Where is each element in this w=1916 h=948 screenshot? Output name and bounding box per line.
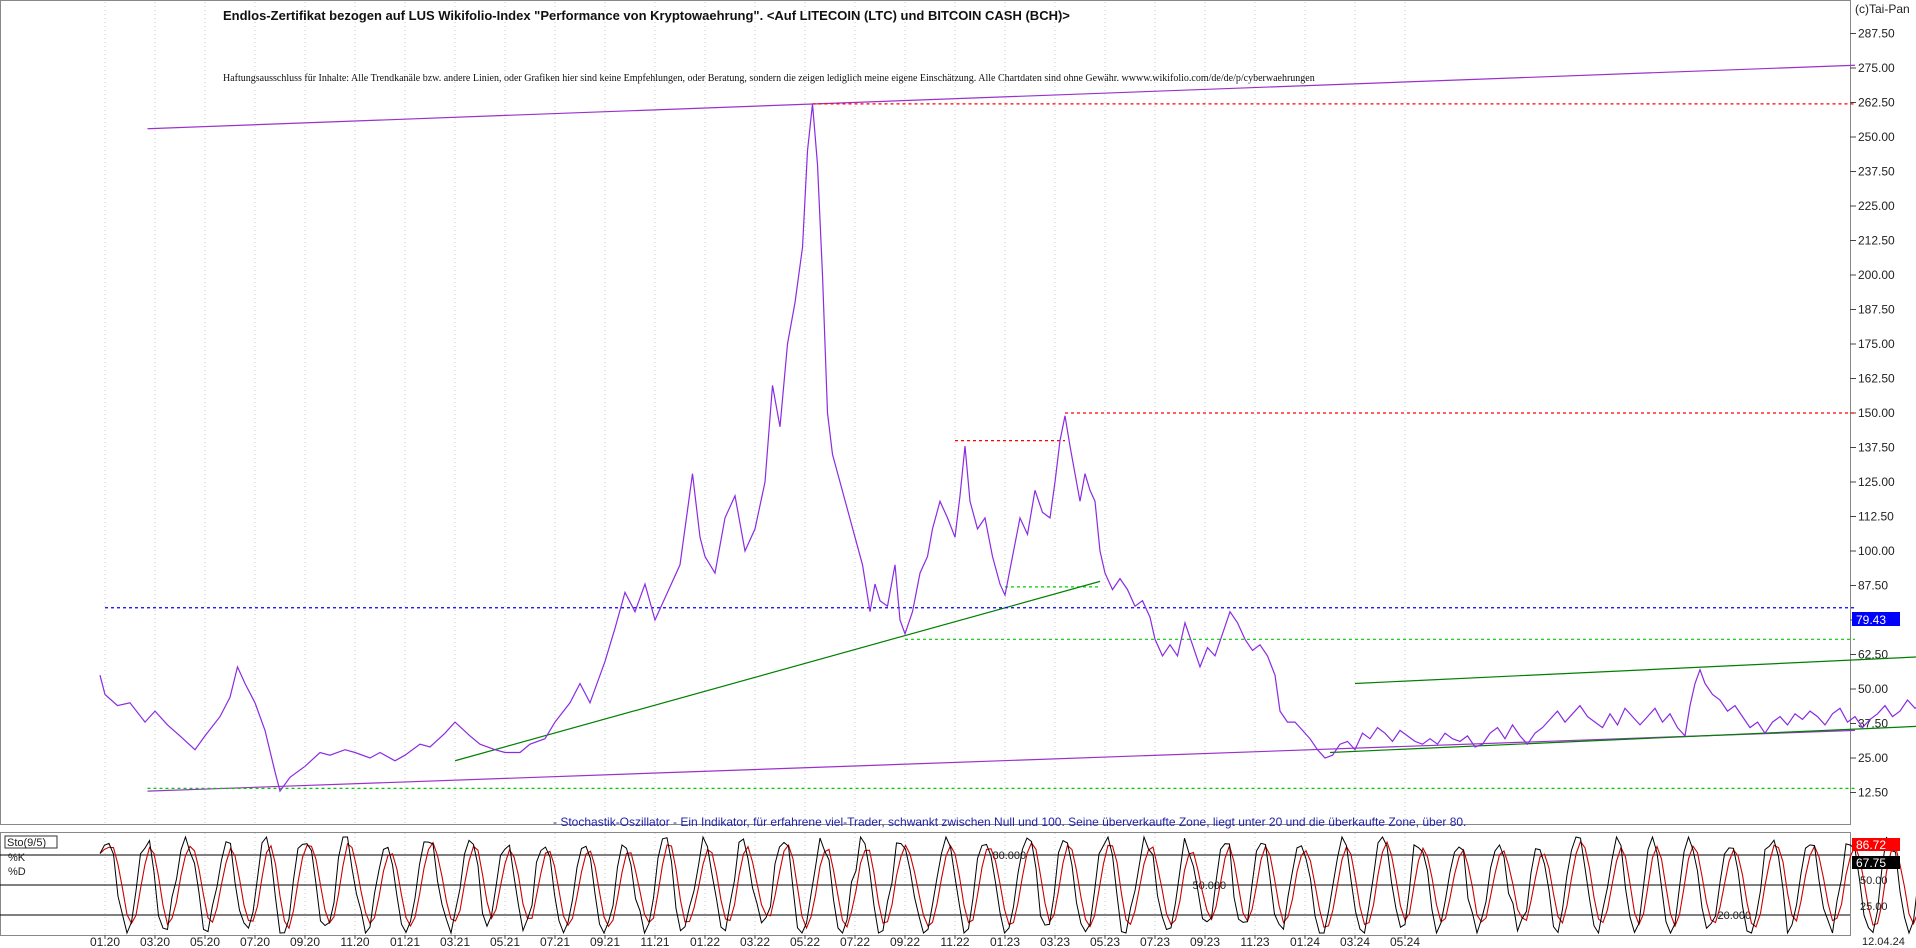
current-value-badge: [1852, 612, 1900, 626]
x-tick-label: 07.21: [540, 935, 570, 948]
oscillator-description: - Stochastik-Oszillator - Ein Indikator,…: [553, 815, 1466, 829]
x-tick-label: 09.21: [590, 935, 620, 948]
x-tick-label: 11.20: [340, 935, 369, 948]
x-tick-label: 07.23: [1140, 935, 1170, 948]
x-tick-label: 11.22: [940, 935, 969, 948]
y-tick-label: 175.00: [1858, 337, 1895, 351]
k-value-badge: [1852, 838, 1900, 851]
y-tick-label: 187.50: [1858, 303, 1895, 317]
x-tick-label: 01.23: [990, 935, 1020, 948]
y-tick-label: 125.00: [1858, 475, 1895, 489]
y-tick-label: 212.50: [1858, 234, 1895, 248]
chart-title: Endlos-Zertifikat bezogen auf LUS Wikifo…: [223, 8, 1070, 23]
oscillator-label-box: [4, 835, 58, 849]
y-tick-label: 100.00: [1858, 544, 1895, 558]
stoch-k-legend: %K: [8, 852, 26, 864]
vertical-gridlines: [104, 2, 1406, 935]
osc-level-label: 80.000: [993, 850, 1027, 862]
x-tick-label: 09.23: [1190, 935, 1220, 948]
upper-channel-line: [147, 64, 1856, 130]
y-tick-label: 62.50: [1858, 648, 1888, 662]
y-tick-label: 275.00: [1858, 61, 1895, 75]
y-tick-label: 162.50: [1858, 372, 1895, 386]
osc-level-label: 20.000: [1718, 910, 1752, 922]
y-tick-label: 262.50: [1858, 96, 1895, 110]
trendline-upper-2022-2024: [1354, 656, 1916, 685]
y-tick-label: 25.00: [1858, 751, 1888, 765]
price-series-line: [99, 103, 1916, 793]
oscillator-panel-frame: [0, 832, 1851, 936]
y-tick-label: 137.50: [1858, 441, 1895, 455]
x-tick-label: 11.21: [640, 935, 669, 948]
x-tick-label: 07.20: [240, 935, 270, 948]
x-tick-label: 03.20: [140, 935, 170, 948]
y-tick-label: 287.50: [1858, 27, 1895, 41]
lower-channel-line: [147, 729, 1856, 792]
x-tick-label: 05.22: [790, 935, 820, 948]
date-x-axis: 01.20 03.20 05.20 07.20 09.20 11.20 01.21 03.21…: [90, 935, 1420, 948]
x-tick-label: 01.24: [1290, 935, 1320, 948]
last-date-label: 12.04.24: [1862, 936, 1905, 948]
osc-tick-50: 50.00: [1860, 875, 1888, 887]
y-tick-label: 50.00: [1858, 682, 1888, 696]
y-tick-label: 87.50: [1858, 579, 1888, 593]
x-tick-label: 07.22: [840, 935, 870, 948]
stoch-k-line: [99, 835, 1916, 935]
x-tick-label: 01.22: [690, 935, 720, 948]
y-tick-label: 37.50: [1858, 717, 1888, 731]
x-tick-label: 09.20: [290, 935, 320, 948]
x-tick-label: 03.22: [740, 935, 770, 948]
y-tick-label: 200.00: [1858, 268, 1895, 282]
copyright-label: (c)Tai-Pan: [1855, 2, 1910, 16]
stoch-d-line: [99, 840, 1916, 930]
current-value-label: 79.43: [1856, 613, 1886, 627]
disclaimer-text: Haftungsausschluss für Inhalte: Alle Tre…: [223, 73, 1315, 84]
oscillator-label: Sto(9/5): [7, 837, 46, 849]
y-tick-label: 250.00: [1858, 130, 1895, 144]
d-value-label: 67.75: [1856, 856, 1886, 870]
y-tick-label: 150.00: [1858, 406, 1895, 420]
price-y-axis: 287.50 275.00 262.50 250.00 237.50 225.00 212.…: [1850, 27, 1895, 800]
x-tick-label: 03.24: [1340, 935, 1370, 948]
k-value-label: 86.72: [1856, 838, 1886, 852]
y-tick-label: 225.00: [1858, 199, 1895, 213]
trendline-2020-2021: [454, 580, 1101, 762]
d-value-badge: [1852, 856, 1900, 869]
x-tick-label: 05.20: [190, 935, 220, 948]
y-tick-label: 112.50: [1858, 510, 1894, 524]
x-tick-label: 03.21: [440, 935, 470, 948]
stoch-d-legend: %D: [8, 866, 26, 878]
x-tick-label: 05.21: [490, 935, 520, 948]
x-tick-label: 05.23: [1090, 935, 1120, 948]
x-tick-label: 01.20: [90, 935, 120, 948]
x-tick-label: 05.24: [1390, 935, 1420, 948]
x-tick-label: 01.21: [390, 935, 420, 948]
x-tick-label: 09.22: [890, 935, 920, 948]
trendline-lower-2022-2024: [1329, 725, 1916, 754]
x-tick-label: 03.23: [1040, 935, 1070, 948]
y-tick-label: 237.50: [1858, 165, 1895, 179]
trendline-overlays: [105, 64, 1916, 792]
y-tick-label: 12.50: [1858, 786, 1888, 800]
osc-tick-25: 25.00: [1860, 901, 1888, 913]
x-tick-label: 11.23: [1240, 935, 1269, 948]
